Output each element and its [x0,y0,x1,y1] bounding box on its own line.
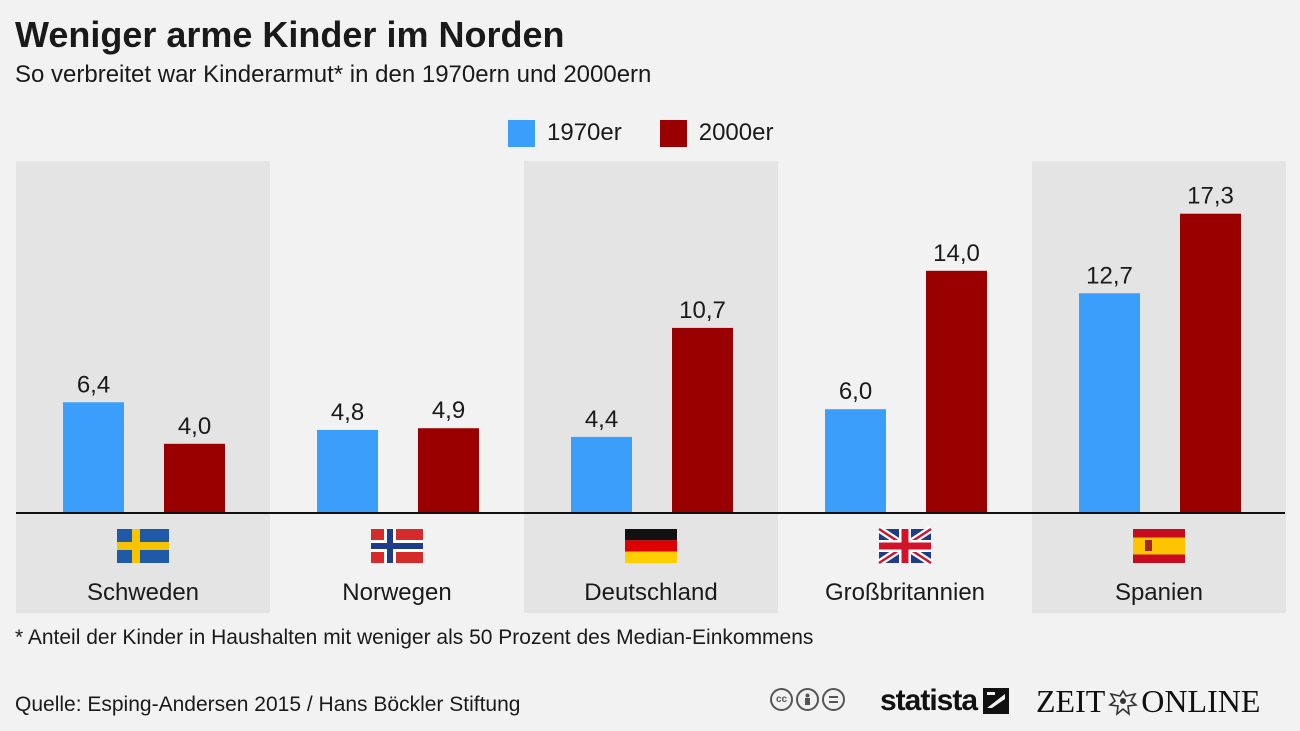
footnote: * Anteil der Kinder in Haushalten mit we… [15,626,814,649]
germany-flag-icon [625,529,677,563]
license-icons: cc [770,688,845,711]
bar-norwegen-1970er [317,429,378,513]
legend-swatch-2000 [659,119,687,147]
value-label-grossbritannien-2000er: 14,0 [933,240,980,267]
legend: 1970er 2000er [508,118,773,148]
chart-subtitle: So verbreitet war Kinderarmut* in den 19… [15,61,652,88]
value-label-norwegen-2000er: 4,9 [432,397,465,424]
category-label-deutschland: Deutschland [584,579,717,606]
value-label-schweden-1970er: 6,4 [77,371,110,398]
statista-wordmark: statista [880,684,978,717]
value-label-norwegen-1970er: 4,8 [331,399,364,426]
statista-mark-icon [983,688,1010,714]
chart-title: Weniger arme Kinder im Norden [15,14,565,55]
spain-flag-icon [1133,529,1185,563]
bar-spanien-2000er [1180,213,1241,513]
norway-flag-icon [371,529,423,563]
value-label-spanien-2000er: 17,3 [1187,183,1234,210]
bar-deutschland-1970er [571,436,632,513]
value-label-spanien-1970er: 12,7 [1086,262,1133,289]
no-derivatives-icon [822,688,845,711]
uk-flag-icon [877,526,933,566]
value-label-deutschland-1970er: 4,4 [585,406,618,433]
value-label-schweden-2000er: 4,0 [178,413,211,440]
value-label-deutschland-2000er: 10,7 [679,297,726,324]
attribution-icon [796,688,819,711]
legend-swatch-1970 [508,119,535,147]
cc-icon: cc [770,688,793,711]
legend-item-2000: 2000er [659,119,774,147]
bar-spanien-1970er [1079,293,1140,513]
legend-label-2000: 2000er [698,119,774,146]
sweden-flag-icon [117,529,169,563]
zeit-wordmark: ZEIT [1036,683,1106,719]
bar-norwegen-2000er [418,428,479,513]
bar-grossbritannien-1970er [825,409,886,513]
category-label-norwegen: Norwegen [342,579,451,606]
source-note: Quelle: Esping-Andersen 2015 / Hans Böck… [15,693,521,716]
statista-logo: statista [880,684,1010,718]
value-label-grossbritannien-1970er: 6,0 [839,378,872,405]
bar-deutschland-2000er [672,327,733,513]
online-wordmark: ONLINE [1141,683,1261,719]
legend-item-1970: 1970er [508,119,622,147]
bar-schweden-1970er [63,402,124,513]
zeit-online-logo: ZEIT ONLINE [1036,683,1260,720]
category-label-schweden: Schweden [87,579,199,606]
legend-label-1970: 1970er [547,119,622,146]
bar-grossbritannien-2000er [926,270,987,513]
eagle-icon [1108,688,1139,716]
category-label-spanien: Spanien [1115,579,1203,606]
category-label-grossbritannien: Großbritannien [825,579,985,606]
bar-schweden-2000er [164,443,225,513]
